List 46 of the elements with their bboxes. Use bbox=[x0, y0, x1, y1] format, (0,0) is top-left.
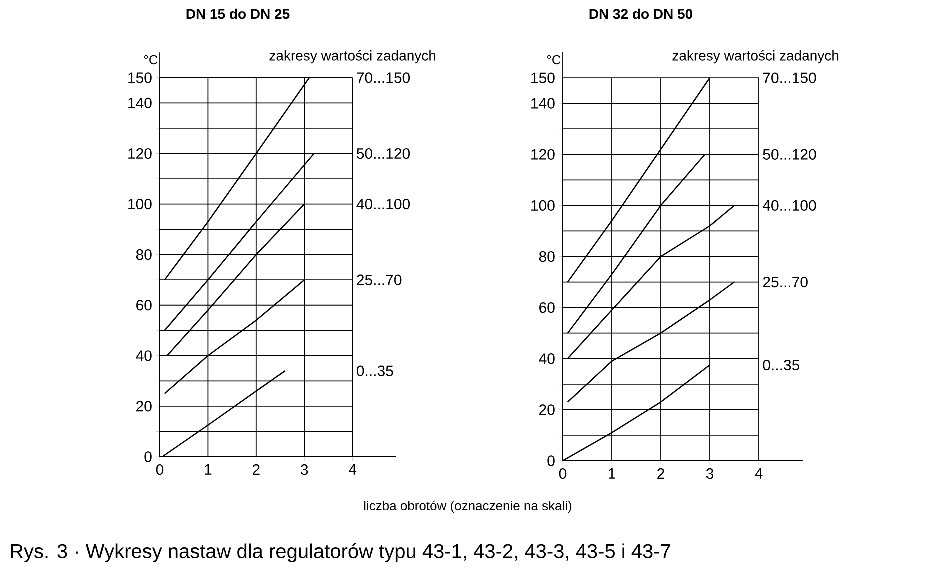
annotation: zakresy wartości zadanych bbox=[672, 50, 839, 64]
text: 0...35 bbox=[356, 366, 394, 376]
x-tick-label: 3 bbox=[300, 464, 308, 476]
text: 40...100 bbox=[356, 198, 410, 210]
text: 50...120 bbox=[763, 149, 816, 160]
text: 0...35 bbox=[763, 360, 800, 371]
y-tick-label: 120 bbox=[532, 149, 555, 160]
y-tick-label: 120 bbox=[128, 148, 152, 160]
text: 25...70 bbox=[357, 274, 402, 286]
x-tick-label: 3 bbox=[706, 468, 714, 480]
y-tick-label: 20 bbox=[540, 404, 555, 416]
y-tick-label: 150 bbox=[128, 72, 152, 84]
x-tick-label: 1 bbox=[608, 468, 616, 479]
x-axis-title: liczba obrotów (oznaczenie na skali) bbox=[364, 500, 572, 514]
y-tick-label: 0 bbox=[144, 452, 152, 462]
y-tick-label: 60 bbox=[540, 302, 555, 314]
y-tick-label: 150 bbox=[532, 72, 555, 84]
y-tick-label: 140 bbox=[532, 98, 555, 109]
x-tick-label: 1 bbox=[205, 464, 212, 475]
y-tick-label: 80 bbox=[539, 251, 555, 262]
y-tick-label: 40 bbox=[136, 350, 152, 362]
series-label: 25...70 bbox=[763, 276, 808, 288]
y-tick-label: 20 bbox=[136, 401, 152, 412]
y-axis-title: °C bbox=[144, 55, 158, 65]
chart-title: DN 32 do DN 50 bbox=[590, 8, 693, 20]
x-tick-label: 2 bbox=[658, 468, 664, 479]
x-tick-label: 4 bbox=[755, 468, 763, 479]
text: Rys. 3 · Wykresy nastaw dla regulatorów typu 43-1, 43-2, 43-3, 43-5 i 43-7 bbox=[11, 544, 670, 562]
x-tick-label: 0 bbox=[559, 468, 567, 480]
y-tick-label: 140 bbox=[128, 98, 152, 109]
y-axis-title: °C bbox=[547, 55, 561, 65]
annotation: zakresy wartości zadanych bbox=[270, 50, 436, 64]
chart-title: DN 15 do DN 25 bbox=[186, 8, 290, 20]
y-tick-label: 60 bbox=[136, 300, 152, 311]
x-tick-label: 0 bbox=[156, 464, 164, 476]
text: 70...150 bbox=[357, 72, 410, 84]
text: 70...150 bbox=[763, 72, 816, 84]
series-label: 40...100 bbox=[762, 200, 816, 211]
x-tick-label: 4 bbox=[348, 464, 357, 475]
text: 50...120 bbox=[357, 148, 410, 160]
y-tick-label: 40 bbox=[539, 354, 555, 364]
y-tick-label: 100 bbox=[532, 200, 555, 211]
x-tick-label: 2 bbox=[252, 464, 260, 475]
y-tick-label: 0 bbox=[548, 456, 555, 466]
y-tick-label: 80 bbox=[136, 250, 152, 260]
y-tick-label: 100 bbox=[128, 198, 152, 210]
